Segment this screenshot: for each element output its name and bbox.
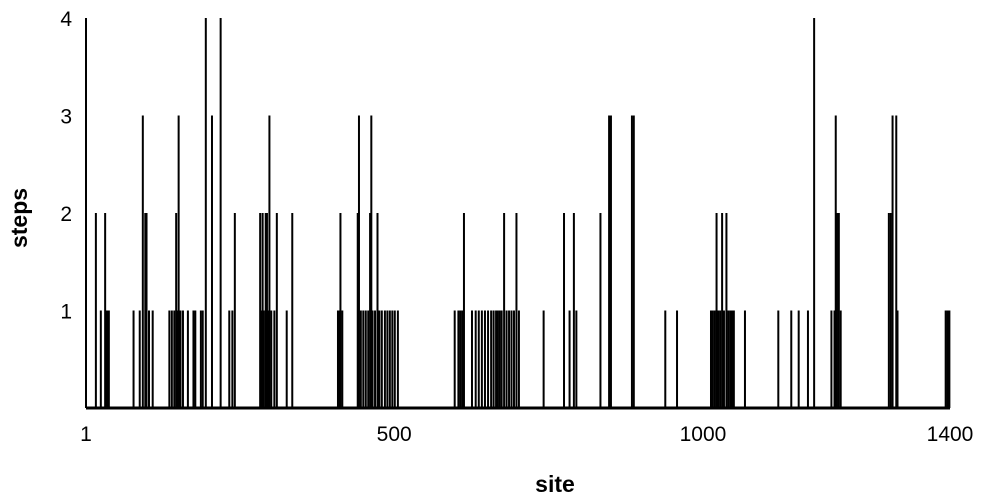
x-axis-label: site [535, 471, 575, 495]
y-axis-label: steps [6, 188, 32, 248]
x-tick-labels: 1 500 1000 1400 [80, 423, 973, 446]
y-tick-label: 2 [60, 203, 72, 226]
x-tick-label: 1 [80, 423, 92, 446]
x-tick-label: 1400 [927, 423, 974, 446]
x-tick-label: 500 [377, 423, 412, 446]
y-tick-label: 3 [60, 106, 72, 129]
bars-group [94, 18, 951, 408]
y-tick-labels: 1 2 3 4 [60, 8, 72, 324]
x-tick-label: 1000 [680, 423, 727, 446]
y-tick-label: 4 [60, 8, 72, 31]
y-tick-label: 1 [60, 301, 72, 324]
